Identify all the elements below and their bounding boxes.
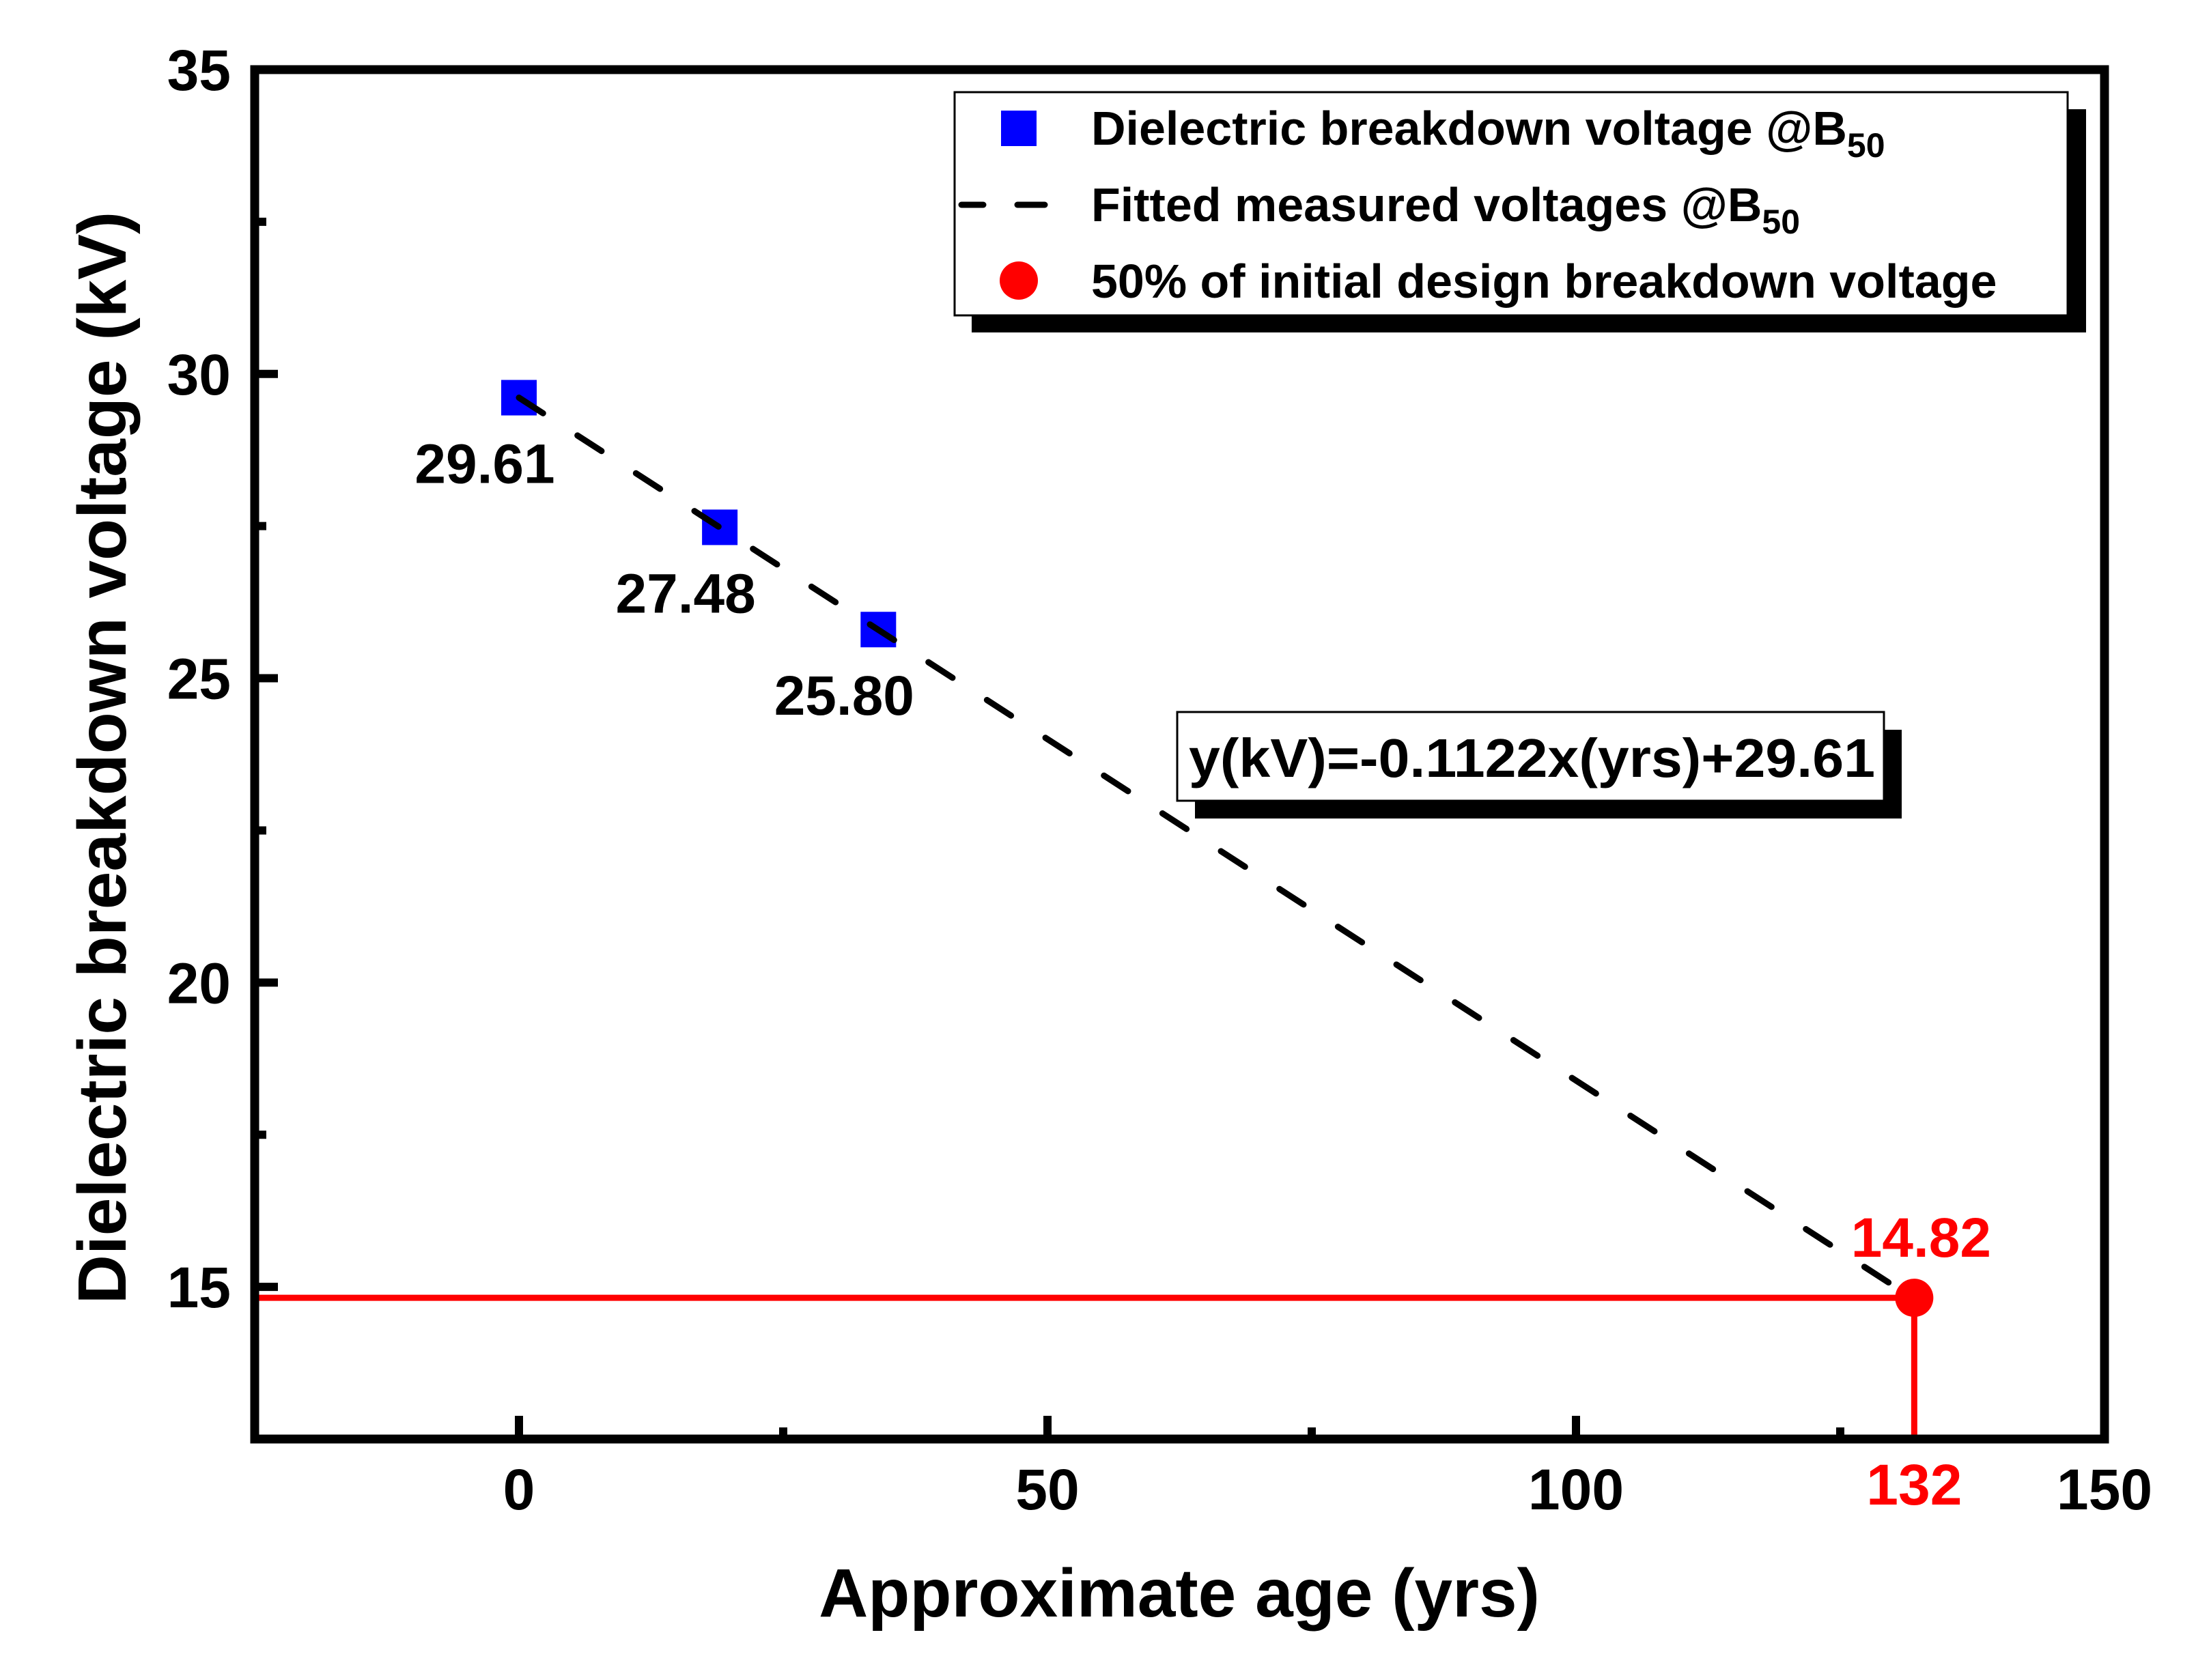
legend-circle-marker-icon — [1000, 261, 1038, 300]
data-label-layer: 14.82 132 29.61 27.48 25.80 — [414, 433, 1991, 1517]
legend: Dielectric breakdown voltage @B50 Fitted… — [953, 91, 2086, 332]
legend-item-breakdown-voltage-label: Dielectric breakdown voltage @B — [1091, 102, 1847, 155]
x-axis-title: Approximate age (yrs) — [819, 1555, 1540, 1632]
y-tick-label: 35 — [167, 38, 231, 102]
x-tick-label: 100 — [1528, 1457, 1624, 1522]
blue-point-value-label: 27.48 — [616, 563, 756, 625]
blue-point-value-label: 29.61 — [414, 433, 554, 496]
axes — [250, 65, 2109, 1444]
legend-item-fitted-voltages: Fitted measured voltages @B50 — [1091, 178, 1800, 241]
y-tick-label: 20 — [167, 951, 231, 1015]
y-tick-label: 25 — [167, 647, 231, 711]
equation-annotation: y(kV)=-0.1122x(yrs)+29.61 — [1176, 711, 1902, 818]
x-tick-label: 50 — [1015, 1457, 1079, 1522]
y-tick-label: 15 — [167, 1255, 231, 1320]
legend-item-breakdown-voltage-subscript: 50 — [1847, 126, 1885, 165]
legend-item-fitted-voltages-label: Fitted measured voltages @B — [1091, 178, 1762, 231]
y-tick-label: 30 — [167, 343, 231, 407]
legend-item-fitted-voltages-subscript: 50 — [1762, 203, 1800, 241]
y-axis-title: Dielectric breakdown voltage (kV) — [64, 212, 141, 1305]
red-point-value-label: 14.82 — [1851, 1207, 1991, 1269]
equation-text: y(kV)=-0.1122x(yrs)+29.61 — [1189, 728, 1875, 788]
equation-box — [1176, 711, 1885, 802]
blue-point-value-label: 25.80 — [774, 665, 914, 727]
legend-item-fifty-percent: 50% of initial design breakdown voltage — [1091, 255, 1997, 308]
legend-item-breakdown-voltage: Dielectric breakdown voltage @B50 — [1091, 102, 1885, 165]
ticks: 0 50 100 150 15 20 25 30 35 — [167, 38, 2153, 1522]
legend-box — [953, 91, 2069, 317]
red-point-marker — [1895, 1279, 1934, 1318]
x-tick-label: 0 — [503, 1457, 535, 1522]
drop-lines — [259, 1279, 1934, 1435]
red-point-x-label: 132 — [1866, 1453, 1962, 1517]
legend-square-marker-icon — [1001, 111, 1037, 146]
x-tick-label: 150 — [2057, 1457, 2152, 1522]
plot-frame — [250, 65, 2109, 1444]
